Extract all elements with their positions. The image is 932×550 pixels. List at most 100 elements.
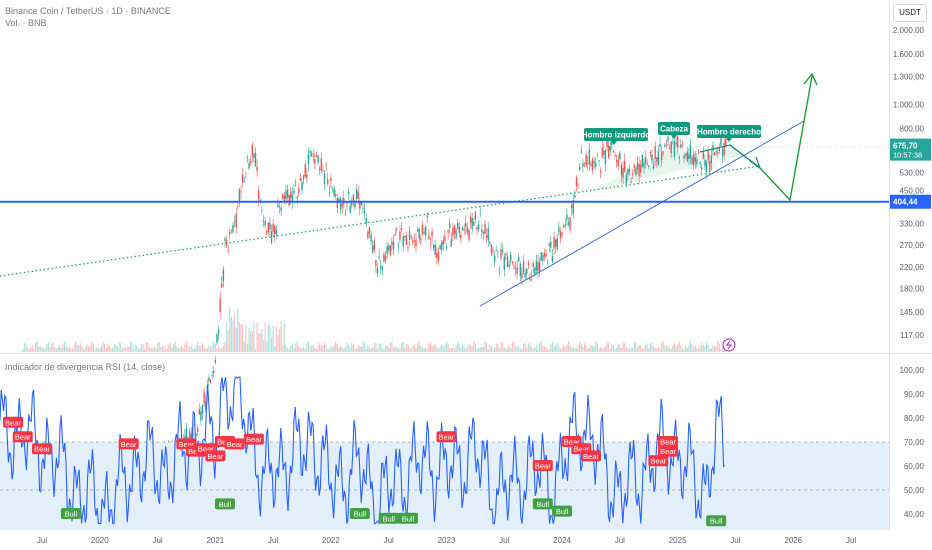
time-axis: Jul 2020 Jul 2021 Jul 2022 Jul 2023 Jul 2024 Jul 20… bbox=[37, 536, 856, 545]
volume-bar bbox=[415, 348, 417, 352]
volume-bar bbox=[217, 346, 220, 352]
volume-bar bbox=[63, 341, 66, 352]
volume-bar bbox=[704, 346, 706, 352]
volume-bar bbox=[555, 345, 557, 352]
volume-bar bbox=[364, 342, 366, 352]
time-axis-tick-1: 2020 bbox=[91, 536, 109, 545]
rsi-line bbox=[0, 376, 726, 525]
candle-body bbox=[508, 264, 510, 267]
volume-bar bbox=[468, 343, 470, 352]
candle-body bbox=[267, 223, 270, 232]
volume-bar bbox=[553, 346, 555, 352]
volume-bar bbox=[322, 345, 324, 352]
volume-bar bbox=[62, 343, 64, 352]
candle-body bbox=[352, 194, 355, 203]
volume-bar bbox=[360, 346, 363, 352]
volume-bar bbox=[203, 345, 205, 352]
support-price-badge: 404,44 bbox=[890, 194, 931, 209]
price-axis-tick-7: 330,00 bbox=[900, 220, 925, 229]
candle-body bbox=[490, 245, 493, 254]
candle-body bbox=[662, 152, 664, 154]
candle-body bbox=[396, 228, 398, 230]
candle-body bbox=[696, 159, 698, 165]
volume-bar bbox=[640, 345, 642, 352]
rsi-axis-tick-4: 60,00 bbox=[904, 462, 925, 471]
bull-tag-box bbox=[552, 505, 573, 517]
volume-bar bbox=[181, 345, 183, 352]
candle-body bbox=[522, 261, 525, 273]
candle-body bbox=[518, 257, 520, 262]
candle-body bbox=[232, 224, 234, 233]
candle-body bbox=[336, 197, 339, 209]
candle-body bbox=[213, 370, 215, 374]
volume-bar bbox=[551, 341, 554, 352]
candle-body bbox=[391, 241, 393, 245]
symbol-legend[interactable]: Binance Coin / TetherUS · 1D · BINANCE bbox=[5, 6, 171, 16]
volume-bar bbox=[720, 348, 722, 352]
volume-bar bbox=[193, 348, 196, 352]
candle-body bbox=[363, 210, 366, 214]
bull-tag-text: Bull bbox=[382, 514, 395, 523]
volume-bar bbox=[463, 346, 465, 352]
candle-body bbox=[365, 218, 367, 224]
volume-bar bbox=[339, 345, 342, 352]
time-axis-tick-9: 2024 bbox=[553, 536, 571, 545]
volume-bar bbox=[246, 344, 249, 352]
volume-bar bbox=[538, 343, 541, 352]
volume-bar bbox=[389, 342, 391, 352]
currency-button[interactable]: USDT bbox=[893, 4, 927, 22]
bear-tag-text: Bear bbox=[573, 445, 589, 454]
volume-bar bbox=[710, 348, 712, 352]
left-shoulder-label: Hombro izquierdo bbox=[582, 128, 650, 145]
volume-bar bbox=[293, 347, 295, 352]
candle-body bbox=[457, 222, 459, 229]
time-axis-tick-7: 2023 bbox=[438, 536, 456, 545]
volume-bar bbox=[333, 344, 335, 352]
candle-body bbox=[360, 201, 363, 205]
volume-bar bbox=[327, 348, 329, 352]
volume-bar bbox=[648, 348, 650, 352]
volume-bar bbox=[367, 345, 369, 352]
rsi-indicator-title[interactable]: Indicador de divergencia RSI (14, close) bbox=[5, 362, 166, 372]
volume-bar bbox=[92, 344, 94, 352]
candle-body bbox=[306, 174, 308, 179]
volume-bar bbox=[182, 348, 184, 352]
volume-bar bbox=[614, 348, 616, 352]
candle-body bbox=[657, 150, 660, 165]
time-axis-tick-0: Jul bbox=[37, 536, 47, 545]
candle-body bbox=[699, 162, 701, 164]
volume-bar bbox=[219, 348, 221, 352]
price-axis-tick-9: 220,00 bbox=[900, 263, 925, 272]
volume-bar bbox=[696, 348, 698, 352]
bear-tag-text: Bear bbox=[439, 433, 455, 442]
volume-bar bbox=[123, 347, 125, 352]
volume-bar bbox=[153, 346, 155, 352]
bull-tag-box bbox=[397, 512, 418, 524]
volume-bar bbox=[108, 345, 111, 352]
bear-tag-box bbox=[205, 450, 226, 462]
candle-body bbox=[559, 231, 562, 239]
volume-legend[interactable]: Vol. · BNB bbox=[5, 18, 47, 28]
volume-bar bbox=[643, 348, 645, 352]
volume-bar bbox=[490, 346, 493, 352]
candle-body bbox=[546, 261, 549, 263]
volume-bar bbox=[530, 346, 533, 352]
candle-body bbox=[614, 155, 616, 157]
volume-bar bbox=[537, 348, 539, 352]
volume-bar bbox=[429, 341, 432, 352]
volume-bar bbox=[136, 345, 138, 352]
volume-bar bbox=[662, 341, 664, 352]
volume-bar bbox=[442, 346, 444, 352]
volume-bar bbox=[163, 345, 165, 352]
candle-body bbox=[572, 200, 575, 215]
candle-body bbox=[721, 149, 724, 157]
candle-body bbox=[412, 240, 414, 243]
candle-body bbox=[571, 205, 573, 209]
volume-bar bbox=[25, 343, 27, 352]
volume-bar bbox=[243, 341, 245, 352]
candle-body bbox=[585, 154, 587, 166]
candle-body bbox=[713, 152, 716, 156]
volume-bar bbox=[672, 345, 674, 352]
volume-bar bbox=[402, 342, 404, 352]
